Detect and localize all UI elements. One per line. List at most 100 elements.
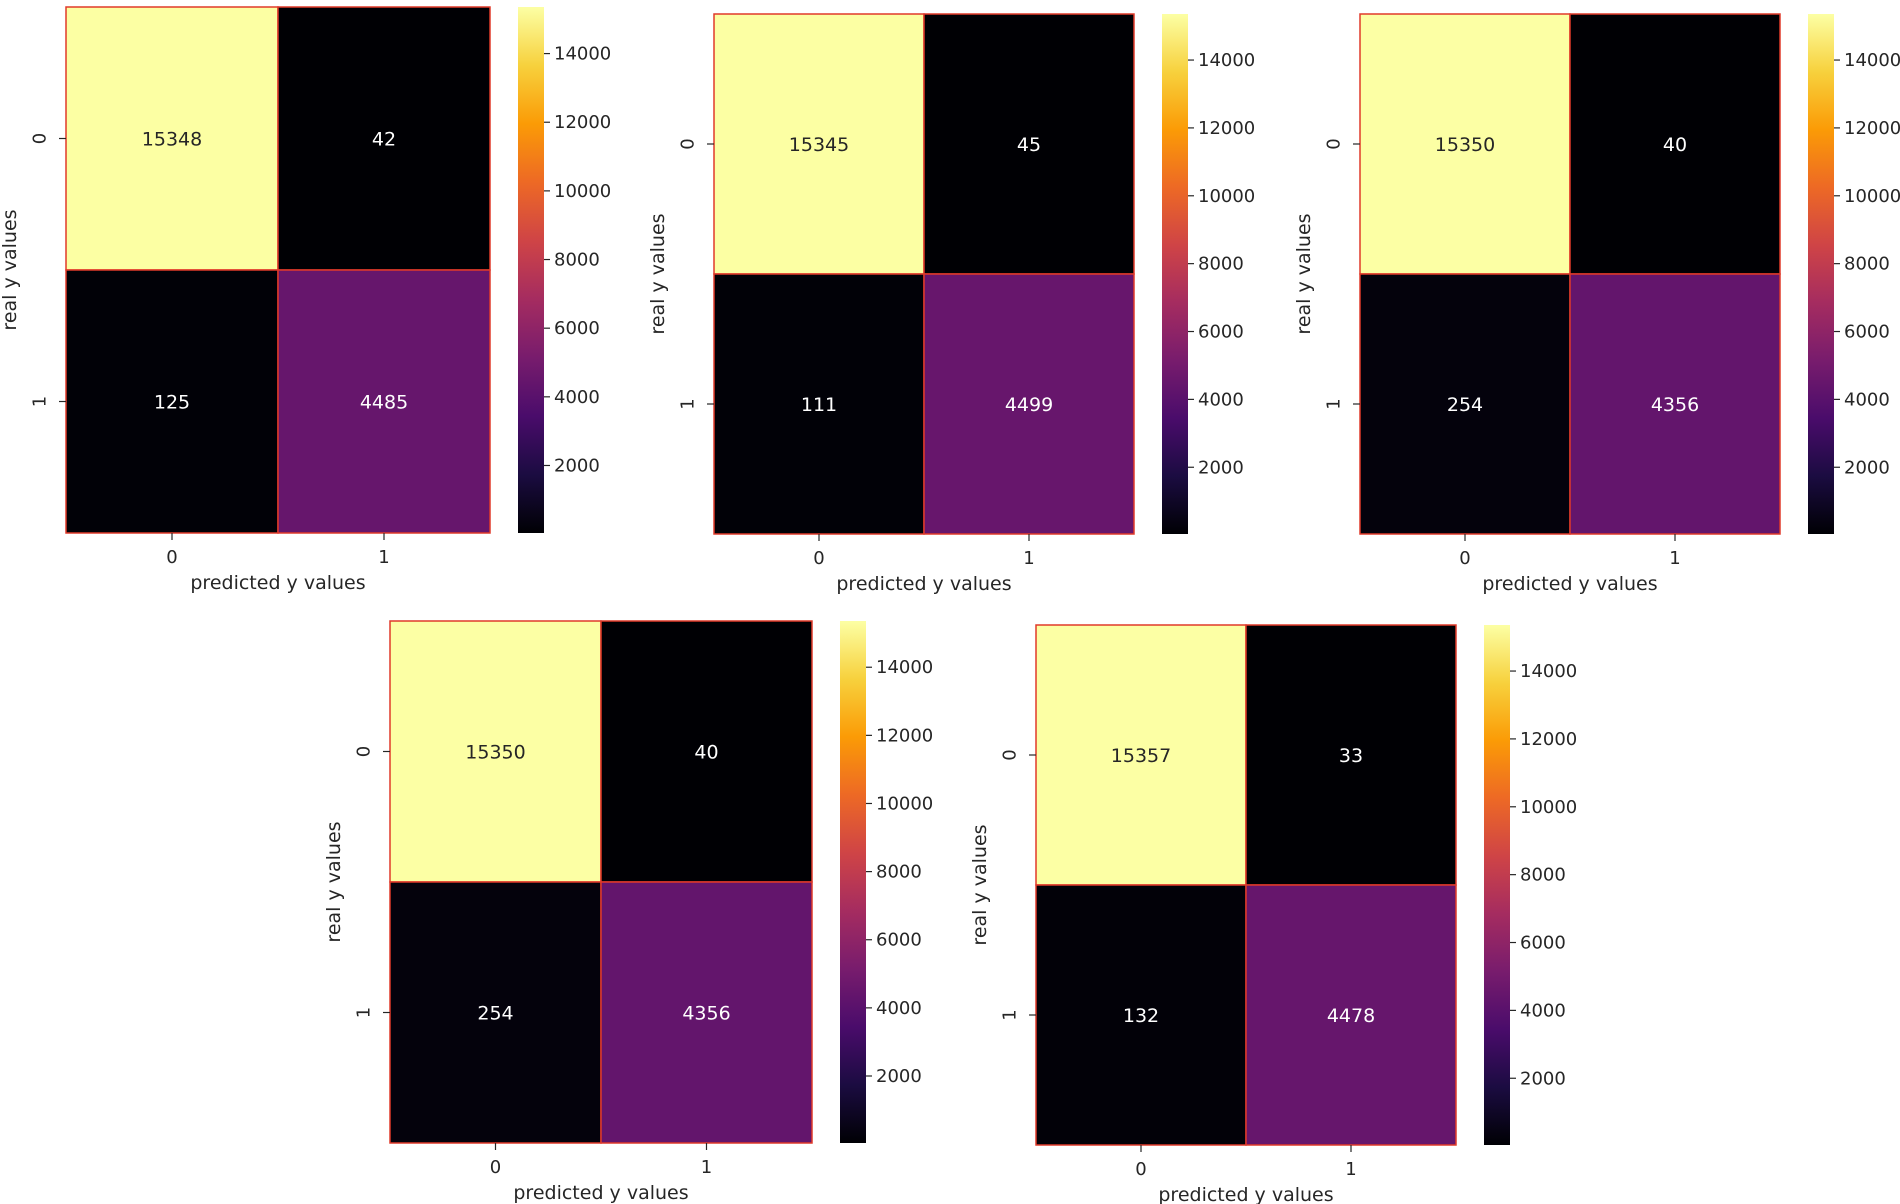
y-tick-label-1: 1 — [678, 398, 699, 409]
y-axis-label: real y values — [1293, 213, 1315, 334]
colorbar-tick-label-14000: 14000 — [1198, 50, 1255, 71]
colorbar-tick-label-10000: 10000 — [1520, 797, 1577, 818]
y-tick-label-0: 0 — [354, 746, 375, 757]
colorbar-tick-label-12000: 12000 — [876, 725, 933, 746]
colorbar-tick-label-2000: 2000 — [554, 455, 600, 476]
y-tick-label-0: 0 — [1324, 138, 1345, 149]
cell-value-r0-c1: 40 — [1663, 134, 1687, 156]
y-axis-label: real y values — [323, 821, 345, 942]
colorbar-tick-label-12000: 12000 — [554, 112, 611, 133]
cell-r0-c1 — [600, 620, 813, 883]
cell-r1-c0 — [1035, 884, 1247, 1146]
confusion-matrix-4: 15350 40 254 4356 0 1 0 1 predicted y values real… — [323, 620, 933, 1204]
colorbar-tick-label-2000: 2000 — [1198, 457, 1244, 478]
colorbar-tick-label-4000: 4000 — [554, 387, 600, 408]
colorbar — [1484, 625, 1510, 1145]
cell-r0-c1 — [923, 13, 1135, 275]
colorbar-tick-label-12000: 12000 — [1520, 729, 1577, 750]
cell-r0-c0 — [1035, 624, 1247, 886]
colorbar-tick-label-8000: 8000 — [554, 250, 600, 271]
confusion-matrix-1: 15348 42 125 4485 0 1 0 1 predicted y values real… — [0, 6, 611, 594]
colorbar-tick-label-14000: 14000 — [1844, 50, 1900, 71]
cell-r1-c1 — [1569, 273, 1781, 535]
x-axis-label: predicted y values — [513, 1182, 688, 1204]
x-axis-label: predicted y values — [836, 573, 1011, 595]
colorbar-tick-label-2000: 2000 — [876, 1066, 922, 1087]
cell-r0-c0 — [713, 13, 925, 275]
x-tick-label-1: 1 — [1345, 1159, 1356, 1180]
cell-r0-c0 — [65, 6, 279, 271]
cell-value-r1-c1: 4356 — [1651, 394, 1699, 416]
colorbar-tick-label-12000: 12000 — [1198, 118, 1255, 139]
colorbar — [1162, 14, 1188, 534]
colorbar-tick-label-8000: 8000 — [876, 862, 922, 883]
x-tick-label-0: 0 — [490, 1157, 501, 1178]
cell-r0-c1 — [277, 6, 491, 271]
y-tick-label-0: 0 — [678, 138, 699, 149]
colorbar-tick-label-2000: 2000 — [1844, 457, 1890, 478]
colorbar-tick-label-10000: 10000 — [1844, 186, 1900, 207]
y-axis-label: real y values — [969, 824, 991, 945]
y-tick-label-1: 1 — [1324, 398, 1345, 409]
cell-r1-c1 — [923, 273, 1135, 535]
colorbar-tick-label-8000: 8000 — [1520, 865, 1566, 886]
cell-value-r1-c1: 4499 — [1005, 394, 1053, 416]
x-tick-label-1: 1 — [701, 1157, 712, 1178]
y-tick-label-0: 0 — [1000, 749, 1021, 760]
cell-r1-c1 — [1245, 884, 1457, 1146]
cell-value-r0-c1: 40 — [694, 742, 718, 764]
cell-r1-c1 — [600, 881, 813, 1144]
x-axis-label: predicted y values — [190, 572, 365, 594]
colorbar — [840, 621, 866, 1143]
colorbar-tick-label-12000: 12000 — [1844, 118, 1900, 139]
colorbar-tick-label-6000: 6000 — [554, 318, 600, 339]
confusion-matrix-2: 15345 45 111 4499 0 1 0 1 predicted y values real… — [647, 13, 1255, 595]
cell-value-r0-c0: 15357 — [1111, 745, 1171, 767]
x-tick-label-0: 0 — [166, 547, 177, 568]
colorbar-tick-label-10000: 10000 — [1198, 186, 1255, 207]
cell-value-r1-c1: 4356 — [682, 1003, 730, 1025]
colorbar-tick-label-6000: 6000 — [876, 930, 922, 951]
confusion-matrix-3: 15350 40 254 4356 0 1 0 1 predicted y values real… — [1293, 13, 1900, 595]
cell-value-r1-c1: 4478 — [1327, 1005, 1375, 1027]
cell-r1-c1 — [277, 269, 491, 534]
cell-value-r0-c1: 42 — [372, 129, 396, 151]
x-tick-label-0: 0 — [1459, 548, 1470, 569]
y-tick-label-1: 1 — [30, 396, 51, 407]
cell-value-r1-c0: 111 — [801, 394, 837, 416]
colorbar-tick-label-14000: 14000 — [876, 657, 933, 678]
colorbar-tick-label-10000: 10000 — [554, 181, 611, 202]
colorbar-tick-label-4000: 4000 — [876, 998, 922, 1019]
cell-r1-c0 — [389, 881, 602, 1144]
x-tick-label-1: 1 — [1023, 548, 1034, 569]
cell-value-r0-c0: 15350 — [465, 742, 525, 764]
colorbar-tick-label-4000: 4000 — [1520, 1000, 1566, 1021]
colorbar-tick-label-10000: 10000 — [876, 793, 933, 814]
cell-r1-c0 — [65, 269, 279, 534]
cell-value-r1-c0: 254 — [477, 1003, 513, 1025]
cell-value-r1-c1: 4485 — [360, 392, 408, 414]
x-tick-label-0: 0 — [1135, 1159, 1146, 1180]
cell-r0-c1 — [1245, 624, 1457, 886]
colorbar-tick-label-6000: 6000 — [1844, 322, 1890, 343]
colorbar-tick-label-8000: 8000 — [1198, 254, 1244, 275]
x-axis-label: predicted y values — [1482, 573, 1657, 595]
cell-value-r1-c0: 132 — [1123, 1005, 1159, 1027]
colorbar-tick-label-4000: 4000 — [1198, 389, 1244, 410]
cell-value-r0-c0: 15350 — [1435, 134, 1495, 156]
colorbar-tick-label-4000: 4000 — [1844, 389, 1890, 410]
x-axis-label: predicted y values — [1158, 1184, 1333, 1204]
colorbar-tick-label-6000: 6000 — [1198, 322, 1244, 343]
x-tick-label-1: 1 — [1669, 548, 1680, 569]
colorbar-tick-label-2000: 2000 — [1520, 1068, 1566, 1089]
cell-r0-c1 — [1569, 13, 1781, 275]
cell-value-r0-c1: 33 — [1339, 745, 1363, 767]
cell-value-r1-c0: 125 — [154, 392, 190, 414]
x-tick-label-0: 0 — [813, 548, 824, 569]
colorbar-tick-label-6000: 6000 — [1520, 933, 1566, 954]
colorbar-tick-label-14000: 14000 — [1520, 661, 1577, 682]
y-axis-label: real y values — [0, 209, 21, 330]
colorbar-tick-label-8000: 8000 — [1844, 254, 1890, 275]
colorbar — [1808, 14, 1834, 534]
